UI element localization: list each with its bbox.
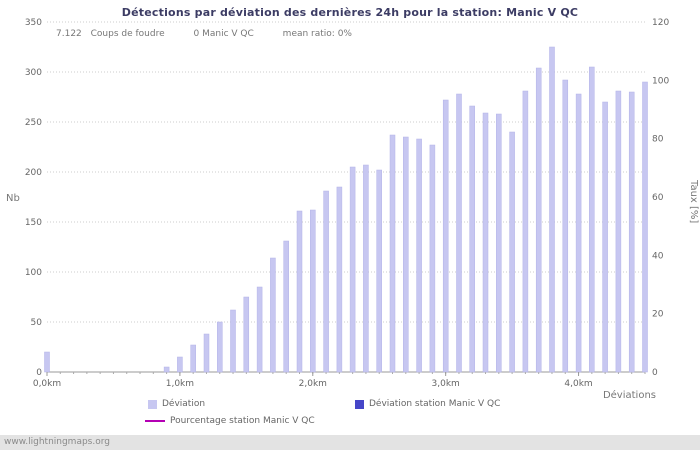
strikes-count: 7.122 bbox=[56, 29, 82, 39]
svg-text:100: 100 bbox=[25, 268, 42, 278]
svg-text:40: 40 bbox=[652, 251, 664, 261]
y-axis-right-label: Taux [%] bbox=[688, 180, 699, 224]
strikes-label: Coups de foudre bbox=[90, 29, 165, 39]
y-axis-left-label: Nb bbox=[6, 193, 20, 204]
svg-text:20: 20 bbox=[652, 310, 664, 320]
svg-text:300: 300 bbox=[25, 68, 42, 78]
svg-text:1,0km: 1,0km bbox=[166, 379, 194, 389]
legend-item-station: Déviation station Manic V QC bbox=[355, 399, 500, 409]
chart-title: Détections par déviation des dernières 2… bbox=[121, 6, 579, 19]
x-axis-label: Déviations bbox=[602, 390, 656, 401]
station-swatch-icon bbox=[355, 399, 364, 409]
mean-ratio: mean ratio: 0% bbox=[282, 29, 352, 39]
legend-item-percentage: Pourcentage station Manic V QC bbox=[145, 416, 315, 426]
deviation-swatch-icon bbox=[148, 399, 157, 409]
legend-percentage-label: Pourcentage station Manic V QC bbox=[170, 416, 315, 426]
svg-text:120: 120 bbox=[652, 18, 669, 28]
watermark-text: www.lightningmaps.org bbox=[4, 437, 110, 447]
svg-text:250: 250 bbox=[25, 118, 42, 128]
svg-text:50: 50 bbox=[31, 318, 43, 328]
watermark-bar: www.lightningmaps.org bbox=[0, 435, 700, 450]
chart-annotation: 7.122 Coups de foudre 0 Manic V QC mean … bbox=[56, 29, 352, 39]
percentage-line-icon bbox=[145, 420, 165, 422]
svg-text:0: 0 bbox=[36, 368, 42, 378]
svg-text:200: 200 bbox=[25, 168, 42, 178]
svg-text:100: 100 bbox=[652, 76, 669, 86]
legend-deviation-label: Déviation bbox=[162, 399, 206, 409]
svg-text:80: 80 bbox=[652, 135, 664, 145]
svg-text:3,0km: 3,0km bbox=[432, 379, 460, 389]
svg-text:150: 150 bbox=[25, 218, 42, 228]
svg-text:350: 350 bbox=[25, 18, 42, 28]
legend-station-label: Déviation station Manic V QC bbox=[369, 399, 501, 409]
svg-text:60: 60 bbox=[652, 193, 664, 203]
legend-item-deviation: Déviation bbox=[148, 399, 205, 409]
svg-text:0,0km: 0,0km bbox=[33, 379, 61, 389]
svg-text:4,0km: 4,0km bbox=[564, 379, 592, 389]
station-count: 0 Manic V QC bbox=[193, 29, 254, 39]
svg-text:2,0km: 2,0km bbox=[299, 379, 327, 389]
svg-text:0: 0 bbox=[652, 368, 658, 378]
